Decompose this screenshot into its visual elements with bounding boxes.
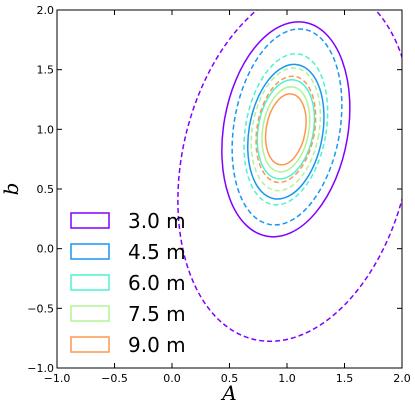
contour-dashed-4 [255,75,317,184]
contour-dashed-2 [243,53,329,206]
x-tick-label: 0.5 [221,372,239,385]
x-tick-label: −1.0 [44,372,71,385]
contour-dashed-3 [250,67,322,192]
legend-label-2: 6.0 m [128,271,186,295]
contour-solid-1 [246,63,325,200]
x-tick-label: 1.5 [336,372,354,385]
y-tick-label: 0.0 [37,243,55,256]
legend-label-3: 7.5 m [128,302,186,326]
y-tick-label: 2.0 [37,4,55,17]
legend-label-0: 3.0 m [128,209,186,233]
x-axis-label: A [220,381,236,405]
legend-label-4: 9.0 m [128,333,186,357]
y-tick-label: −1.0 [27,362,54,375]
y-axis-label: b [0,183,23,196]
x-tick-label: 2.0 [393,372,411,385]
y-tick-label: −0.5 [27,302,54,315]
y-tick-label: 0.5 [37,183,55,196]
legend-swatch-0 [70,212,110,229]
legend-label-1: 4.5 m [128,240,186,264]
legend-swatch-1 [70,243,110,260]
axis-ticks: −1.0 −0.5 0.0 0.5 1.0 1.5 2.0 −1.0 −0.5 0.0 0.5 1.0… [27,4,410,385]
contour-dashed-0 [177,10,402,343]
legend-swatch-3 [70,305,110,322]
y-tick-label: 1.0 [37,123,55,136]
legend: 3.0 m 4.5 m 6.0 m 7.5 m 9.0 m [70,209,186,357]
x-tick-label: −0.5 [101,372,128,385]
y-tick-label: 1.5 [37,64,55,77]
legend-swatch-4 [70,336,110,353]
x-tick-label: 1.0 [278,372,296,385]
contour-solid-4 [264,93,307,166]
contour-solid-0 [221,21,351,238]
legend-swatch-2 [70,274,110,291]
contour-dashed-1 [231,28,343,226]
contour-layer [177,10,402,343]
contour-solid-2 [256,78,316,180]
x-tick-label: 0.0 [163,372,181,385]
contour-solid-3 [261,86,311,173]
